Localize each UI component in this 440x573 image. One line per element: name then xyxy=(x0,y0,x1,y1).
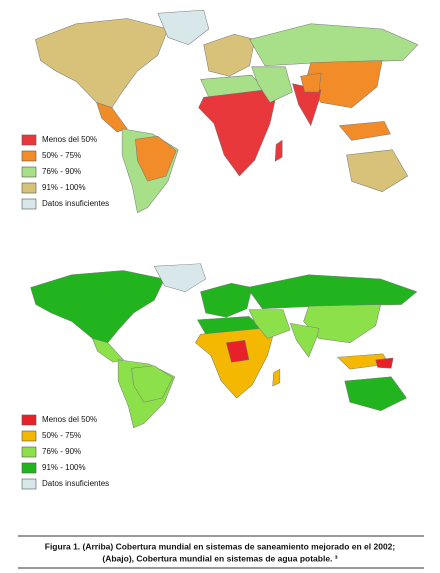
country-region xyxy=(300,72,322,93)
legend-label: 50% - 75% xyxy=(42,431,81,440)
legend-label: 91% - 100% xyxy=(42,183,86,192)
legend-swatch xyxy=(21,134,37,146)
country-region xyxy=(131,365,174,403)
legend-label: 91% - 100% xyxy=(42,463,86,472)
legend-swatch xyxy=(21,446,37,458)
legend-swatch xyxy=(21,462,37,474)
legend-label: Datos insuficientes xyxy=(42,479,109,488)
country-region xyxy=(272,368,281,387)
country-region xyxy=(344,376,407,411)
legend-swatch xyxy=(21,166,37,178)
legend-swatch xyxy=(21,478,37,490)
legend-swatch xyxy=(21,430,37,442)
country-region xyxy=(195,328,273,399)
water-map xyxy=(30,263,418,429)
legend-label: Menos del 50% xyxy=(42,135,97,144)
caption: Figura 1. (Arriba) Cobertura mundial en … xyxy=(45,541,396,551)
legend-label: 50% - 75% xyxy=(42,151,81,160)
country-region xyxy=(303,304,382,343)
legend-swatch xyxy=(21,182,37,194)
country-region xyxy=(251,66,293,103)
country-region xyxy=(246,274,418,309)
country-region xyxy=(198,89,276,177)
country-region xyxy=(35,18,169,109)
country-region xyxy=(346,149,409,193)
country-region xyxy=(375,357,394,369)
legend-label: 76% - 90% xyxy=(42,447,81,456)
country-region xyxy=(135,135,177,182)
legend-label: 76% - 90% xyxy=(42,167,81,176)
country-region xyxy=(200,283,253,318)
country-region xyxy=(338,121,391,141)
sanitation-map xyxy=(35,9,419,214)
caption: (Abajo), Cobertura mundial en sistemas d… xyxy=(102,553,337,563)
country-region xyxy=(153,263,206,292)
country-region xyxy=(248,309,291,339)
country-region xyxy=(274,139,283,162)
country-region xyxy=(157,9,210,46)
country-region xyxy=(289,322,320,358)
legend-label: Menos del 50% xyxy=(42,415,97,424)
legend-swatch xyxy=(21,198,37,210)
legend-swatch xyxy=(21,150,37,162)
country-region xyxy=(30,270,165,344)
country-region xyxy=(203,33,255,77)
country-region xyxy=(249,23,419,67)
legend-swatch xyxy=(21,414,37,426)
legend-label: Datos insuficientes xyxy=(42,199,109,208)
country-region xyxy=(225,339,250,363)
